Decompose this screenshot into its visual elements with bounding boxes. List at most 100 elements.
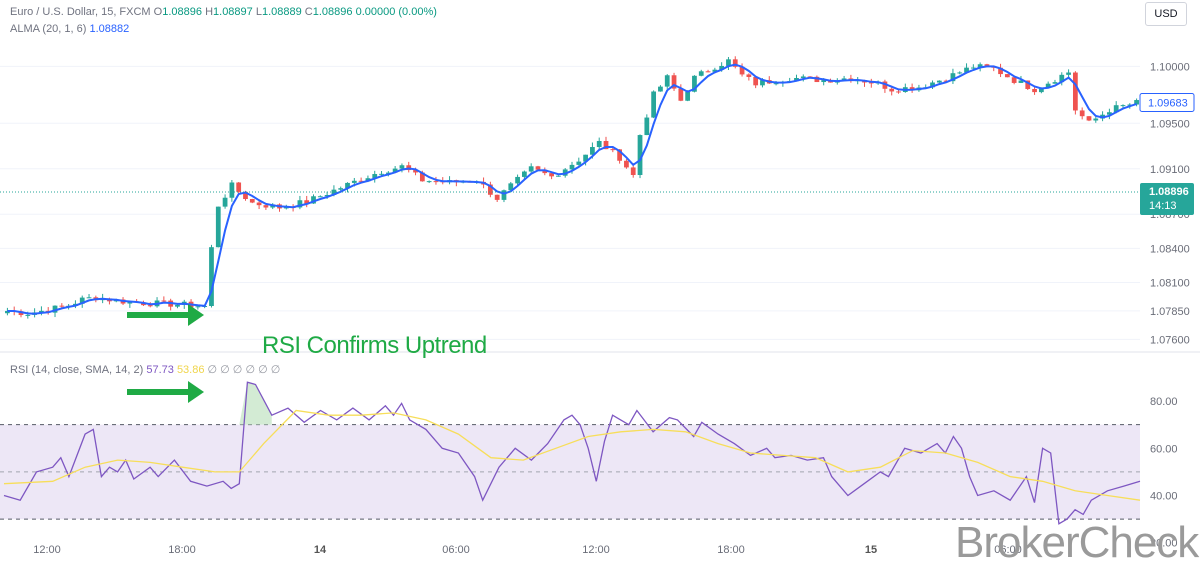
candle-body [698,71,704,76]
legend-symbol-row: Euro / U.S. Dollar, 15, FXCM O1.08896 H1… [10,6,437,18]
change-value: 0.00000 (0.00%) [355,6,437,18]
candle-body [726,59,731,66]
candle-body [1113,105,1119,113]
currency-button[interactable]: USD [1145,2,1187,26]
candle-body [52,305,58,313]
candle-body [814,76,820,83]
candle-body [419,172,425,182]
price-tick-label: 1.07850 [1150,306,1190,318]
candle-body [1093,118,1099,121]
candle-body [39,310,44,313]
candle-body [147,305,153,307]
candle-body [5,310,10,314]
high-value: 1.08897 [213,6,253,18]
candle-body [909,87,915,91]
candle-body [760,80,765,86]
time-tick-label: 12:00 [33,544,61,556]
candle-body [535,166,541,170]
candle-body [596,140,602,148]
candle-body [79,297,85,304]
price-axis[interactable]: 1.100001.095001.091001.087001.084001.081… [0,61,1195,346]
candle-body [528,166,534,172]
candle-body [950,73,956,82]
alma-path [7,63,1137,315]
candle-body [868,82,874,84]
candle-body [692,75,697,92]
candle-body [379,173,384,175]
legend-rsi-row[interactable]: RSI (14, close, SMA, 14, 2) 57.73 53.86 … [10,363,280,376]
rsi-value: 57.73 [146,364,174,376]
candle-body [583,154,588,162]
candle-body [209,247,214,306]
candle-body [1052,82,1058,84]
candle-body [644,117,650,136]
time-tick-label: 15 [865,544,877,556]
candle-body [800,76,806,78]
alma-label: ALMA (20, 1, 6) [10,23,87,35]
legend-alma-row[interactable]: ALMA (20, 1, 6) 1.08882 [10,23,129,35]
candle-body [637,135,643,175]
time-axis[interactable]: 12:00 18:00 14 06:00 12:00 18:00 15 06:00 [33,544,1022,556]
time-tick-label: 12:00 [582,544,610,556]
rsi-axis[interactable]: 80.00 60.00 40.00 20.00 [1150,396,1178,550]
candles [5,56,1139,319]
last-price-tag [1140,182,1194,215]
rsi-sma-line [3,409,1141,501]
candle-body [794,77,799,82]
arrow-shaft [127,389,190,395]
candle-body [59,305,65,307]
candle-body [841,78,847,81]
alma-last-tag [1139,92,1195,112]
candle-body [25,314,31,316]
arrow-shaft [127,312,190,318]
price-tick-label: 1.09100 [1150,164,1190,176]
price-tick-label: 1.07600 [1150,334,1190,346]
rsi-tick-label: 20.00 [1150,538,1178,550]
candle-body [970,67,976,69]
candle-body [773,83,779,85]
symbol-name: Euro / U.S. Dollar, 15, FXCM [10,6,151,18]
candle-body [569,164,575,170]
annotation-text: RSI Confirms Uptrend [262,332,487,359]
candle-body [542,169,548,174]
rsi-tick-label: 40.00 [1150,491,1178,503]
candle-body [882,81,888,89]
time-tick-label: 18:00 [168,544,196,556]
candle-body [263,205,269,208]
candle-body [345,182,350,189]
price-tick-label: 1.09500 [1150,118,1190,130]
candle-body [1120,105,1126,107]
candle-body [610,149,616,151]
candle-body [1059,74,1065,83]
candle-body [1032,88,1037,93]
candle-body [1011,77,1017,83]
rsi-panel[interactable] [0,381,1141,525]
candle-body [964,67,969,73]
candle-body [603,140,609,150]
rsi-line [3,381,1141,525]
candle-body [562,169,568,176]
rsi-extra-values: ∅ ∅ ∅ ∅ ∅ ∅ [207,364,281,376]
candle-body [984,64,990,67]
rsi-label: RSI (14, close, SMA, 14, 2) [10,364,144,376]
candle-body [413,170,418,173]
time-tick-label: 06:00 [994,544,1022,556]
rsi-tick-label: 80.00 [1150,396,1178,408]
candle-body [957,72,963,74]
candle-body [1018,80,1024,83]
close-value: 1.08896 [312,6,353,18]
candle-body [1025,80,1031,89]
candle-body [372,174,378,179]
countdown-label: 14:13 [1149,200,1177,212]
annotation-arrows [127,304,204,403]
alma-value: 1.08882 [89,23,130,35]
candle-body [175,304,180,307]
candle-body [889,88,895,92]
candle-body [222,197,228,207]
candle-body [317,196,323,198]
candle-body [630,167,636,175]
candle-body [1066,72,1071,75]
candle-body [943,80,949,82]
candle-body [821,80,827,83]
